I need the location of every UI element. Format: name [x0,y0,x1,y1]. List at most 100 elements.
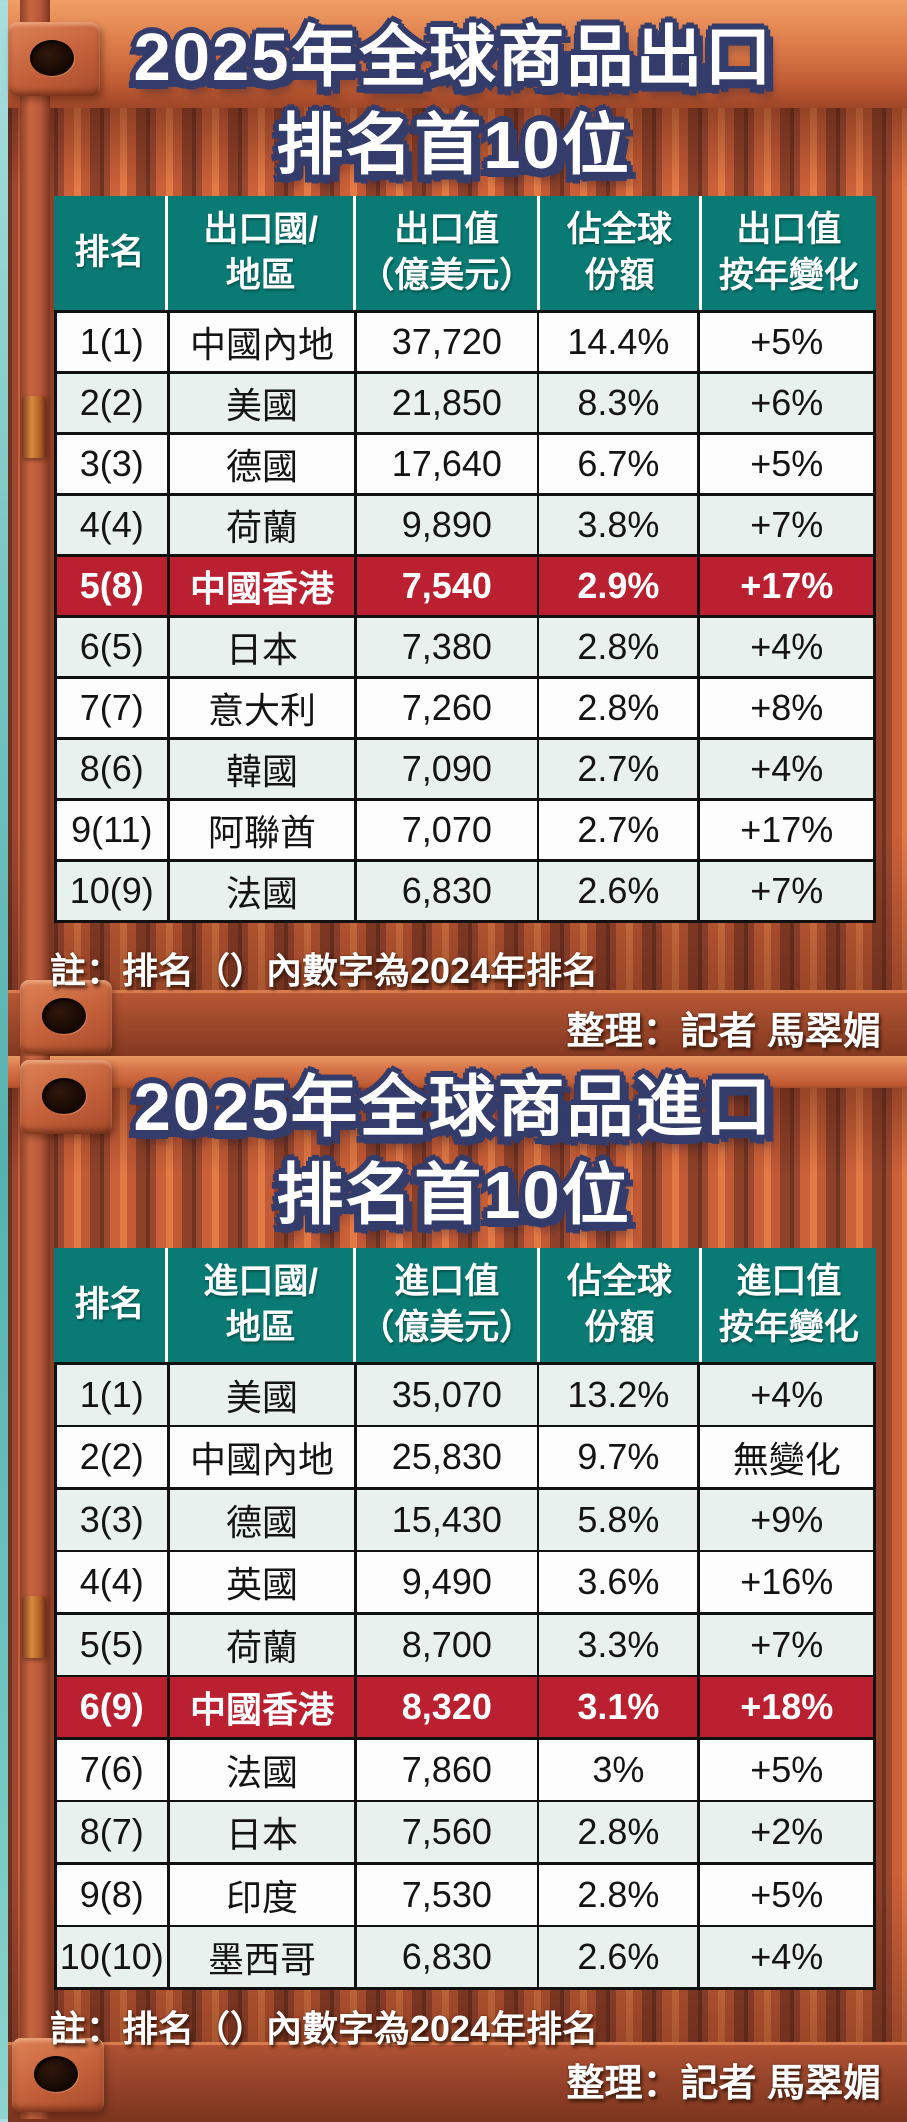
value-cell: 7,260 [356,678,537,737]
import-table-body: 1(1) 美國 35,070 13.2% +4% 2(2) 中國內地 25,830 9.7% 無變… [54,1362,876,1990]
header-line: 出口值 [736,210,842,249]
table-row: 8(6) 韓國 7,090 2.7% +4% [56,739,874,798]
container-latch [22,1596,46,1658]
rank-cell: 8(6) [56,739,168,798]
change-cell: +17% [699,800,874,859]
value-cell: 9,890 [356,495,537,554]
container-bottom-rail [8,2042,907,2122]
change-cell: +2% [699,1802,874,1862]
value-cell: 35,070 [356,1364,537,1425]
table-row: 8(7) 日本 7,560 2.8% +2% [56,1802,874,1862]
corner-casting-icon [8,22,100,96]
import-footnote: 註：排名（）內數字為2024年排名 [50,2008,599,2049]
import-table: 排名 進口國/ 地區 進口值 （億美元） 佔全球 份額 進口值 按年變化 1(1… [54,1248,876,1990]
change-cell: +4% [699,739,874,798]
share-cell: 3% [539,1739,698,1800]
header-line: 佔全球 [566,1262,672,1301]
casting-hole-icon [34,2056,78,2092]
share-cell: 2.7% [539,800,698,859]
col-header-region: 出口國/ 地區 [167,196,354,310]
col-header-rank: 排名 [54,1248,165,1362]
col-header-region: 進口國/ 地區 [167,1248,354,1362]
header-line: 出口國/ [203,210,319,249]
header-line: 份額 [584,256,655,295]
export-title: 2025年全球商品出口 排名首10位 [0,14,907,190]
import-credit: 整理：記者 馬翠媚 [566,2063,881,2105]
change-cell: +4% [699,1364,874,1425]
change-cell: +4% [699,617,874,676]
share-cell: 3.3% [539,1614,698,1675]
region-cell: 日本 [169,1802,355,1862]
rank-cell: 7(7) [56,678,168,737]
header-line: 出口值 [394,210,500,249]
rank-cell: 5(8) [56,556,168,615]
casting-hole-icon [42,998,86,1034]
header-line: 按年變化 [718,256,859,295]
container-corner-post [20,1056,50,2119]
region-cell: 荷蘭 [169,1614,355,1675]
table-row: 3(3) 德國 15,430 5.8% +9% [56,1489,874,1550]
value-cell: 7,540 [356,556,537,615]
table-row: 4(4) 荷蘭 9,890 3.8% +7% [56,495,874,554]
table-row: 4(4) 英國 9,490 3.6% +16% [56,1552,874,1612]
import-title: 2025年全球商品進口 排名首10位 [0,1064,907,1240]
region-cell: 中國內地 [169,312,355,371]
value-cell: 7,090 [356,739,537,798]
header-line: （億美元） [359,256,535,295]
export-footnote: 註：排名（）內數字為2024年排名 [50,950,599,991]
value-cell: 6,830 [356,1927,537,1987]
table-row: 6(9) 中國香港 8,320 3.1% +18% [56,1677,874,1737]
region-cell: 英國 [169,1552,355,1612]
rank-cell: 10(10) [56,1927,168,1987]
export-title-line1: 2025年全球商品出口 [133,20,774,95]
table-row: 9(11) 阿聯酋 7,070 2.7% +17% [56,800,874,859]
share-cell: 3.1% [539,1677,698,1737]
value-cell: 25,830 [356,1427,537,1487]
container-top-rail [8,1056,907,1090]
col-header-rank: 排名 [54,196,165,310]
share-cell: 8.3% [539,373,698,432]
change-cell: +5% [699,1739,874,1800]
header-line: 進口國/ [203,1262,319,1301]
value-cell: 7,070 [356,800,537,859]
rank-cell: 10(9) [56,861,168,920]
value-cell: 17,640 [356,434,537,493]
col-header-share: 佔全球 份額 [540,196,699,310]
table-row: 7(6) 法國 7,860 3% +5% [56,1739,874,1800]
change-cell: 無變化 [699,1427,874,1487]
container-latch [22,396,46,458]
rank-cell: 9(11) [56,800,168,859]
value-cell: 6,830 [356,861,537,920]
share-cell: 2.8% [539,678,698,737]
value-cell: 37,720 [356,312,537,371]
header-line: 排名 [74,233,145,272]
rank-cell: 6(9) [56,1677,168,1737]
rank-cell: 8(7) [56,1802,168,1862]
change-cell: +5% [699,434,874,493]
region-cell: 德國 [169,1489,355,1550]
corner-casting-icon [20,1060,112,1134]
col-header-value: 出口值 （億美元） [356,196,538,310]
table-row: 3(3) 德國 17,640 6.7% +5% [56,434,874,493]
container-top-rail [8,0,907,110]
change-cell: +6% [699,373,874,432]
change-cell: +5% [699,1864,874,1925]
col-header-value: 進口值 （億美元） [356,1248,538,1362]
header-line: 排名 [74,1285,145,1324]
region-cell: 中國香港 [169,1677,355,1737]
change-cell: +7% [699,861,874,920]
table-row: 2(2) 美國 21,850 8.3% +6% [56,373,874,432]
rank-cell: 7(6) [56,1739,168,1800]
casting-hole-icon [42,1078,86,1114]
col-header-change: 出口值 按年變化 [701,196,876,310]
change-cell: +18% [699,1677,874,1737]
table-row: 10(10) 墨西哥 6,830 2.6% +4% [56,1927,874,1987]
header-line: 進口值 [394,1262,500,1301]
col-header-share: 佔全球 份額 [540,1248,699,1362]
export-credit: 整理：記者 馬翠媚 [566,1011,881,1053]
header-line: 地區 [225,1308,296,1347]
import-title-line1: 2025年全球商品進口 [133,1070,774,1145]
region-cell: 意大利 [169,678,355,737]
region-cell: 日本 [169,617,355,676]
share-cell: 2.6% [539,861,698,920]
